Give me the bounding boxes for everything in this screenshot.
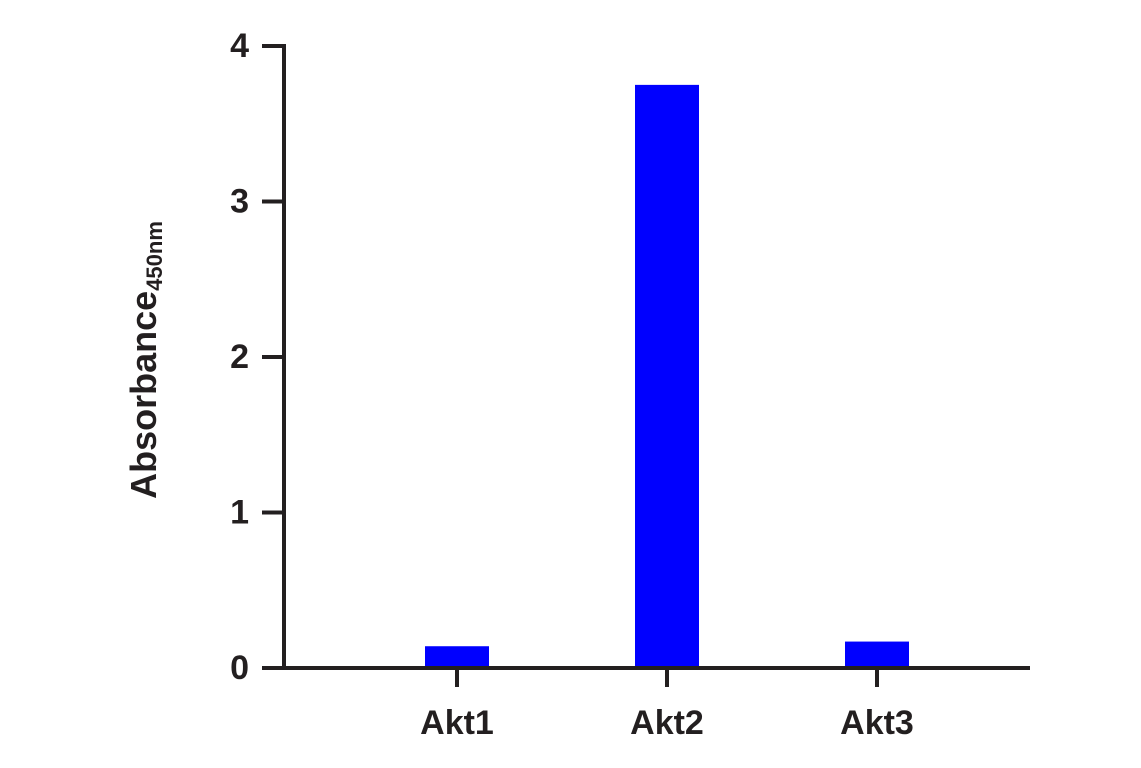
y-tick-label: 3 bbox=[230, 182, 249, 220]
x-tick-label: Akt3 bbox=[840, 704, 914, 742]
y-tick-label: 0 bbox=[230, 649, 249, 687]
bar bbox=[425, 646, 489, 668]
y-tick-label: 2 bbox=[230, 338, 249, 376]
x-tick-label: Akt1 bbox=[420, 704, 494, 742]
x-tick-label: Akt2 bbox=[630, 704, 704, 742]
y-tick-label: 1 bbox=[230, 493, 249, 531]
y-axis-label: Absorbance450nm bbox=[123, 221, 167, 499]
bar bbox=[635, 84, 699, 668]
y-tick-label: 4 bbox=[230, 27, 249, 65]
bar bbox=[845, 641, 909, 668]
y-axis-label-main: Absorbance bbox=[123, 291, 164, 499]
y-axis-label-subscript: 450nm bbox=[142, 221, 167, 291]
